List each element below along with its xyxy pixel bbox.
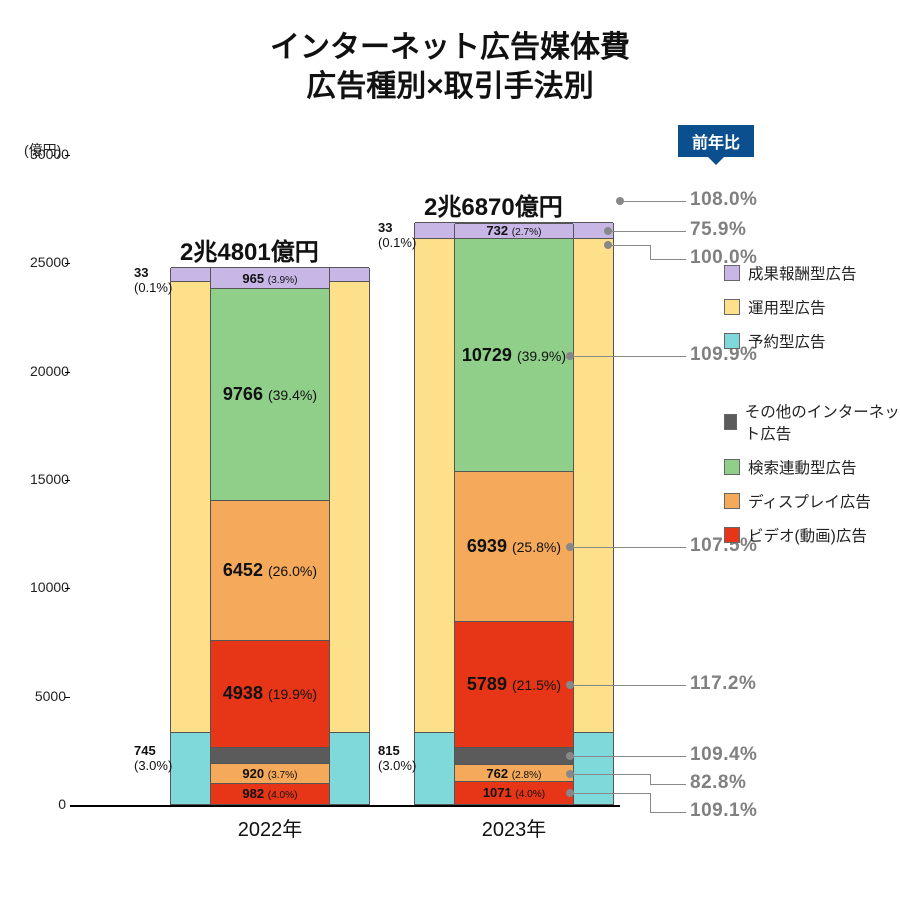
y-tick: 30000	[30, 146, 66, 162]
legend-item: 運用型広告	[724, 296, 857, 318]
legend-swatch	[724, 299, 740, 315]
seg-search: 10729 (39.9%)	[455, 238, 573, 470]
plot-area: 982 (4.0%)920 (3.7%) 4938 (19.9%)6452 (26…	[70, 155, 620, 805]
legend-group: 成果報酬型広告運用型広告予約型広告	[724, 262, 857, 364]
seg-video_r: 982 (4.0%)	[211, 783, 329, 804]
legend-swatch	[724, 333, 740, 349]
seg-video_r: 1071 (4.0%)	[455, 781, 573, 804]
yoy-value: 109.4%	[690, 744, 757, 766]
legend-swatch	[724, 459, 740, 475]
seg-affiliate: 732 (2.7%)	[455, 223, 573, 239]
yoy-value: 108.0%	[690, 189, 757, 211]
yoy-value: 82.8%	[690, 772, 746, 794]
x-label: 2023年	[414, 813, 614, 842]
legend-swatch	[724, 527, 740, 543]
total-label: 2兆6870億円	[424, 187, 563, 222]
legend-swatch	[724, 493, 740, 509]
outer-side-note: 33(0.1%)	[378, 221, 416, 251]
legend-item: ビデオ(動画)広告	[724, 524, 900, 546]
seg-video: 4938 (19.9%)	[211, 640, 329, 747]
legend-label: 検索連動型広告	[748, 456, 857, 478]
legend-label: ディスプレイ広告	[748, 490, 871, 512]
outer-side-note: 33(0.1%)	[134, 266, 172, 296]
y-tick: 15000	[30, 471, 66, 487]
legend-label: 成果報酬型広告	[748, 262, 857, 284]
y-tick: 20000	[30, 363, 66, 379]
legend-group: その他のインターネット広告検索連動型広告ディスプレイ広告ビデオ(動画)広告	[724, 400, 900, 558]
seg-search: 9766 (39.4%)	[211, 288, 329, 500]
seg-video: 5789 (21.5%)	[455, 621, 573, 746]
seg-side-note: 815(3.0%)	[378, 744, 416, 774]
legend-label: 予約型広告	[748, 330, 826, 352]
legend-label: その他のインターネット広告	[745, 400, 900, 444]
total-label: 2兆4801億円	[180, 232, 319, 267]
yoy-header-badge: 前年比	[678, 125, 754, 157]
legend-item: 成果報酬型広告	[724, 262, 857, 284]
legend-item: 検索連動型広告	[724, 456, 900, 478]
seg-side-note: 745(3.0%)	[134, 744, 172, 774]
legend-label: ビデオ(動画)広告	[748, 524, 867, 546]
y-tick: 5000	[30, 688, 66, 704]
legend-swatch	[724, 414, 737, 430]
seg-affiliate: 965 (3.9%)	[211, 267, 329, 288]
seg-other	[211, 747, 329, 763]
seg-other	[455, 747, 573, 765]
x-label: 2022年	[170, 813, 370, 842]
legend-label: 運用型広告	[748, 296, 826, 318]
yoy-value: 75.9%	[690, 219, 746, 241]
inner-bar: 982 (4.0%)920 (3.7%) 4938 (19.9%)6452 (26…	[210, 268, 330, 805]
chart-title: インターネット広告媒体費 広告種別×取引手法別	[0, 0, 900, 106]
yoy-value: 117.2%	[690, 673, 756, 695]
y-tick: 0	[30, 796, 66, 812]
yoy-value: 109.1%	[690, 800, 757, 822]
y-tick: 10000	[30, 579, 66, 595]
inner-bar: 1071 (4.0%)762 (2.8%) 5789 (21.5%)6939 (2…	[454, 224, 574, 805]
y-tick: 25000	[30, 254, 66, 270]
legend-item: その他のインターネット広告	[724, 400, 900, 444]
seg-display: 6452 (26.0%)	[211, 500, 329, 640]
seg-display: 6939 (25.8%)	[455, 471, 573, 621]
legend-swatch	[724, 265, 740, 281]
seg-display_r: 920 (3.7%)	[211, 763, 329, 783]
legend-item: 予約型広告	[724, 330, 857, 352]
legend-item: ディスプレイ広告	[724, 490, 900, 512]
seg-display_r: 762 (2.8%)	[455, 764, 573, 781]
